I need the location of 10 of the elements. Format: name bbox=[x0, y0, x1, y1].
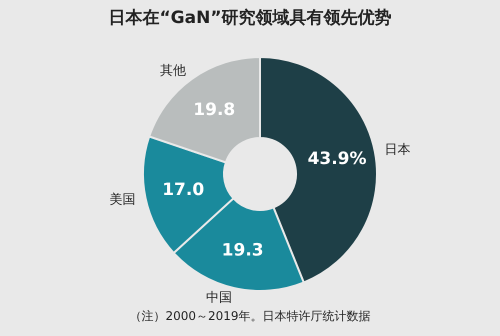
data-label: 17.0 bbox=[162, 180, 204, 200]
data-label: 43.9% bbox=[308, 149, 367, 170]
chart-title: 日本在“GaN”研究领域具有领先优势 bbox=[108, 7, 392, 29]
slice-label: 日本 bbox=[384, 142, 411, 158]
data-label: 19.3 bbox=[222, 240, 264, 261]
data-label: 19.8 bbox=[193, 100, 236, 120]
text: （注）2000～2019年。日本特许厅统计数据 bbox=[128, 308, 372, 325]
slice-label: 其他 bbox=[160, 63, 186, 78]
slice-label: 中国 bbox=[206, 290, 232, 306]
slice-label: 美国 bbox=[110, 192, 136, 208]
